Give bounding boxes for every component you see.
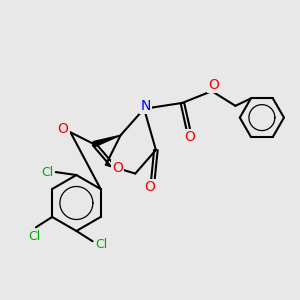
Text: O: O — [208, 78, 219, 92]
Text: Cl: Cl — [41, 166, 53, 178]
Text: O: O — [58, 122, 69, 136]
Text: O: O — [145, 180, 155, 194]
Text: Cl: Cl — [95, 238, 107, 251]
Polygon shape — [93, 135, 121, 147]
Text: O: O — [184, 130, 195, 144]
Text: O: O — [112, 161, 123, 175]
Text: N: N — [140, 99, 151, 113]
Text: Cl: Cl — [28, 230, 40, 243]
